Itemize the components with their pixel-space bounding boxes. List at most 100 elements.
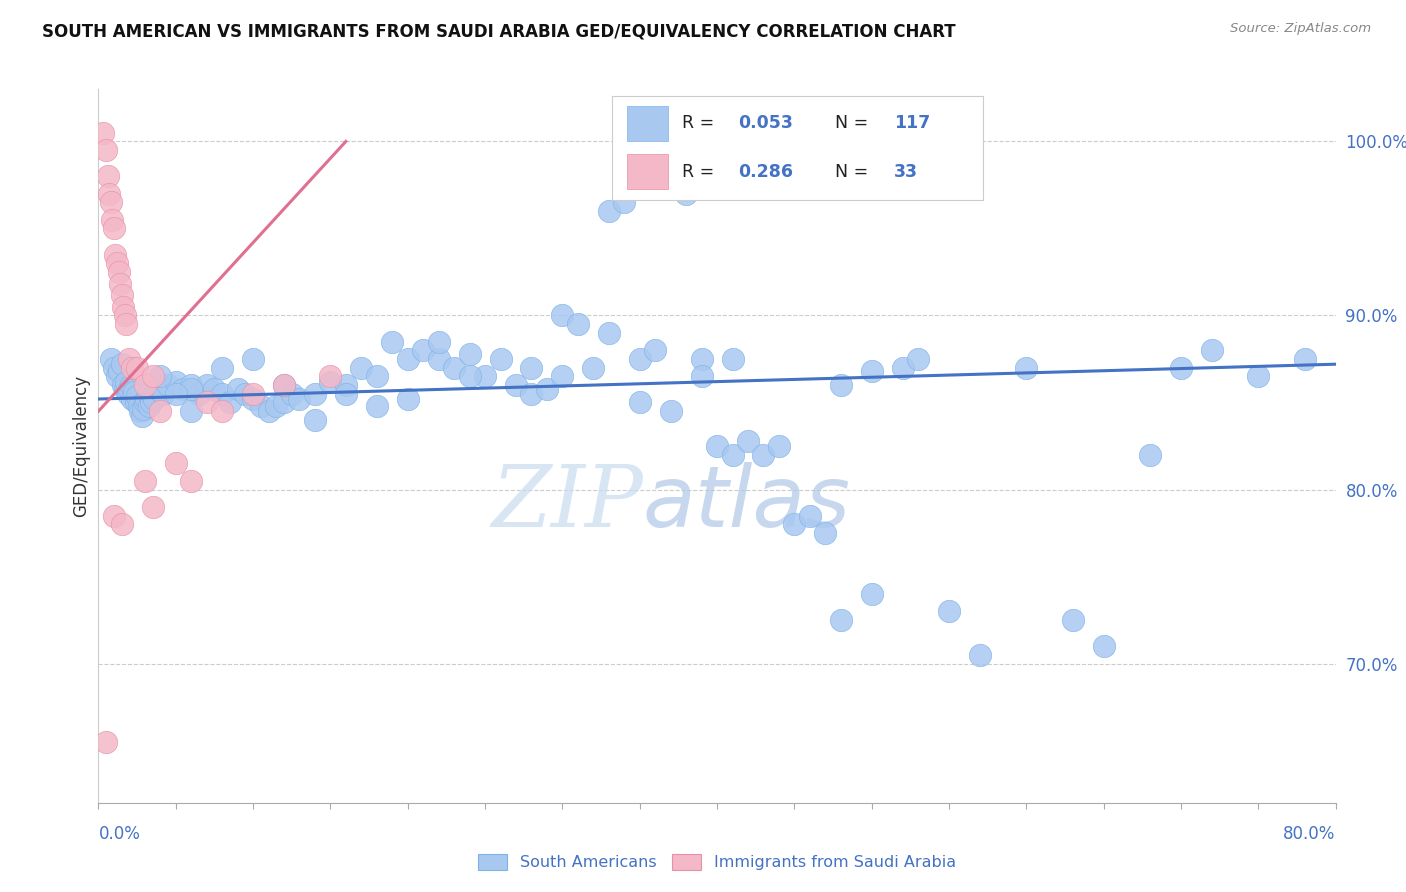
Point	[141, 500, 165, 514]
Point	[180, 378, 202, 392]
Point	[536, 382, 558, 396]
Text: atlas: atlas	[643, 461, 851, 545]
Point	[860, 587, 883, 601]
Point	[117, 386, 139, 401]
Point	[172, 382, 194, 396]
Point	[628, 351, 651, 366]
Point	[288, 392, 311, 406]
Point	[146, 382, 169, 396]
Point	[134, 395, 156, 409]
Point	[458, 347, 481, 361]
Point	[118, 382, 141, 396]
Point	[799, 508, 821, 523]
Point	[264, 399, 288, 413]
Point	[520, 360, 543, 375]
Point	[644, 343, 666, 358]
Text: ZIP: ZIP	[491, 462, 643, 544]
Point	[180, 404, 202, 418]
Point	[98, 186, 121, 201]
Point	[188, 386, 211, 401]
Point	[138, 399, 160, 413]
Point	[152, 386, 174, 401]
Point	[111, 287, 132, 301]
Legend: South Americans, Immigrants from Saudi Arabia: South Americans, Immigrants from Saudi A…	[472, 848, 962, 877]
Point	[121, 392, 143, 406]
Point	[737, 434, 759, 448]
Point	[118, 351, 141, 366]
Point	[520, 386, 543, 401]
Point	[235, 386, 257, 401]
Point	[242, 351, 264, 366]
Point	[250, 399, 273, 413]
Point	[149, 369, 172, 384]
Point	[582, 360, 605, 375]
Point	[131, 409, 153, 424]
Point	[319, 375, 342, 389]
Point	[128, 399, 150, 413]
Point	[165, 386, 187, 401]
Point	[100, 195, 122, 210]
Point	[195, 395, 218, 409]
Point	[143, 392, 166, 406]
Point	[273, 378, 295, 392]
Point	[107, 364, 129, 378]
Point	[103, 221, 125, 235]
Point	[211, 360, 233, 375]
Point	[366, 369, 388, 384]
Point	[242, 392, 264, 406]
Point	[659, 404, 682, 418]
Point	[273, 378, 295, 392]
Point	[273, 395, 295, 409]
Point	[613, 195, 636, 210]
Point	[257, 404, 280, 418]
Point	[335, 386, 357, 401]
Point	[165, 457, 187, 471]
Point	[226, 382, 249, 396]
Point	[427, 351, 450, 366]
Point	[114, 382, 136, 396]
Point	[211, 404, 233, 418]
Point	[505, 378, 527, 392]
Point	[381, 334, 404, 349]
Point	[281, 386, 304, 401]
Text: 0.0%: 0.0%	[98, 825, 141, 843]
Point	[104, 247, 127, 261]
Point	[149, 378, 172, 392]
Y-axis label: GED/Equivalency: GED/Equivalency	[72, 375, 90, 517]
Point	[938, 604, 960, 618]
Point	[132, 402, 155, 417]
Point	[91, 126, 114, 140]
Point	[659, 178, 682, 192]
Point	[1247, 369, 1270, 384]
Point	[105, 369, 128, 384]
Point	[752, 448, 775, 462]
Point	[443, 360, 465, 375]
Point	[350, 360, 373, 375]
Point	[111, 357, 132, 371]
Point	[830, 613, 852, 627]
Point	[860, 364, 883, 378]
Point	[127, 388, 149, 402]
Point	[105, 256, 128, 270]
Point	[129, 404, 152, 418]
Point	[474, 369, 496, 384]
Point	[107, 265, 129, 279]
Point	[396, 392, 419, 406]
Point	[690, 369, 713, 384]
Point	[366, 399, 388, 413]
Point	[101, 212, 124, 227]
Point	[335, 378, 357, 392]
Point	[721, 351, 744, 366]
Point	[112, 300, 135, 314]
Point	[165, 375, 187, 389]
Point	[690, 351, 713, 366]
Point	[1170, 360, 1192, 375]
Point	[204, 382, 226, 396]
Point	[567, 317, 589, 331]
Point	[157, 378, 180, 392]
Point	[1062, 613, 1084, 627]
Point	[115, 375, 138, 389]
Point	[768, 439, 790, 453]
Point	[103, 508, 125, 523]
Point	[96, 735, 118, 749]
